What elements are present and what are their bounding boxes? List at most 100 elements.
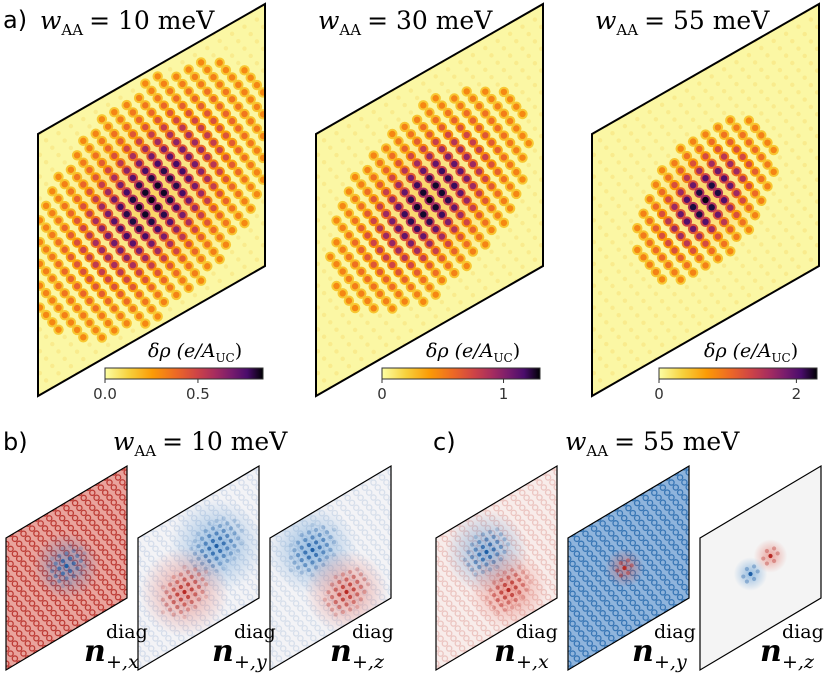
lattice-spot xyxy=(266,334,270,338)
lattice-spot xyxy=(777,198,783,204)
lattice-spot-core xyxy=(519,110,526,118)
lattice-spot-core xyxy=(432,291,439,298)
lattice-ring xyxy=(270,525,274,533)
lattice-spot xyxy=(635,378,640,384)
lattice-spot xyxy=(7,269,11,273)
lattice-spot xyxy=(273,127,277,131)
lattice-spot xyxy=(597,334,603,339)
lattice-spot xyxy=(765,53,770,58)
lattice-spot xyxy=(532,191,538,197)
lattice-spot-core xyxy=(104,276,112,283)
lattice-ring xyxy=(11,610,19,617)
lattice-spot-core xyxy=(191,226,199,233)
lattice-spot xyxy=(709,74,714,79)
lattice-spot-core xyxy=(658,232,666,239)
lattice-spot-core xyxy=(80,334,87,341)
lattice-ring xyxy=(275,640,283,647)
lattice-spot xyxy=(597,116,603,121)
lattice-spot-core xyxy=(55,173,62,181)
lattice-ring xyxy=(119,538,126,546)
lattice-spot-core xyxy=(395,159,402,167)
lattice-spot-core xyxy=(154,138,161,146)
lattice-spot xyxy=(558,243,562,247)
lattice-spot-core xyxy=(420,298,427,305)
lattice-spot xyxy=(601,77,605,81)
lattice-ring xyxy=(238,612,243,617)
lattice-spot xyxy=(383,80,389,86)
lattice-spot xyxy=(297,283,301,287)
lattice-ring xyxy=(423,539,428,544)
lattice-ring xyxy=(242,588,250,596)
lattice-ring xyxy=(273,504,278,509)
lattice-spot xyxy=(267,54,271,58)
lattice-spot xyxy=(628,153,634,158)
lattice-spot xyxy=(311,149,315,153)
lattice-ring xyxy=(301,624,308,632)
lattice-spot-core xyxy=(148,284,155,291)
lattice-spot xyxy=(285,225,289,229)
lattice-spot-core xyxy=(665,218,672,225)
lattice-ring xyxy=(288,640,296,647)
lattice-spot-core xyxy=(55,217,62,224)
lattice-spot xyxy=(489,249,494,254)
lattice-spot-core xyxy=(92,305,99,312)
lattice-spot-core xyxy=(154,269,161,277)
lattice-spot-core xyxy=(49,319,56,326)
lattice-spot xyxy=(586,276,590,280)
lattice-spot-core xyxy=(770,168,777,176)
lattice-ring xyxy=(383,538,390,546)
lattice-ring xyxy=(37,624,44,632)
lattice-ring xyxy=(265,554,270,559)
lattice-spot xyxy=(414,314,420,319)
lattice-spot xyxy=(545,10,549,14)
lattice-spot xyxy=(530,319,534,323)
domain-spot xyxy=(221,541,226,546)
lattice-spot xyxy=(273,83,277,87)
lattice-spot xyxy=(573,131,577,135)
lattice-spot-core xyxy=(475,102,483,110)
lattice-spot-core xyxy=(475,146,483,153)
lattice-spot-core xyxy=(720,218,728,226)
lattice-spot xyxy=(167,307,173,312)
lattice-spot xyxy=(427,88,432,94)
lattice-spot xyxy=(273,258,277,262)
lattice-spot-core xyxy=(166,175,174,182)
lattice-ring xyxy=(246,607,251,612)
lattice-ring xyxy=(20,515,27,523)
lattice-spot xyxy=(254,235,260,241)
lattice-ring xyxy=(147,645,155,652)
lattice-spot xyxy=(402,102,407,108)
lattice-ring xyxy=(427,439,432,444)
lattice-spot xyxy=(573,196,577,200)
lattice-ring xyxy=(46,500,53,507)
lattice-spot xyxy=(32,233,36,237)
lattice-spot xyxy=(192,52,198,58)
lattice-ring xyxy=(414,499,419,504)
lattice-spot xyxy=(377,73,383,78)
lattice-spot-core xyxy=(333,282,340,290)
lattice-spot xyxy=(32,145,36,149)
lattice-spot xyxy=(796,133,801,139)
lattice-spot xyxy=(684,350,690,355)
lattice-ring xyxy=(397,584,402,589)
lattice-spot-core xyxy=(42,311,50,319)
lattice-spot xyxy=(321,159,327,165)
lattice-spot-core xyxy=(733,233,740,241)
lattice-spot xyxy=(321,290,327,296)
lattice-spot xyxy=(321,334,327,339)
lattice-spot xyxy=(821,250,825,254)
lattice-spot-core xyxy=(67,166,75,173)
lattice-spot xyxy=(709,270,714,276)
lattice-ring xyxy=(378,504,386,511)
lattice-spot xyxy=(690,117,696,123)
lattice-ring xyxy=(50,520,57,527)
lattice-spot xyxy=(93,109,98,115)
lattice-ring xyxy=(154,504,159,509)
lattice-ring xyxy=(260,579,265,584)
domain-spot xyxy=(160,585,165,590)
lattice-spot xyxy=(647,153,652,158)
lattice-ring xyxy=(275,580,283,587)
lattice-spot xyxy=(570,258,574,262)
lattice-spot xyxy=(323,55,327,59)
lattice-spot-core xyxy=(494,103,501,110)
